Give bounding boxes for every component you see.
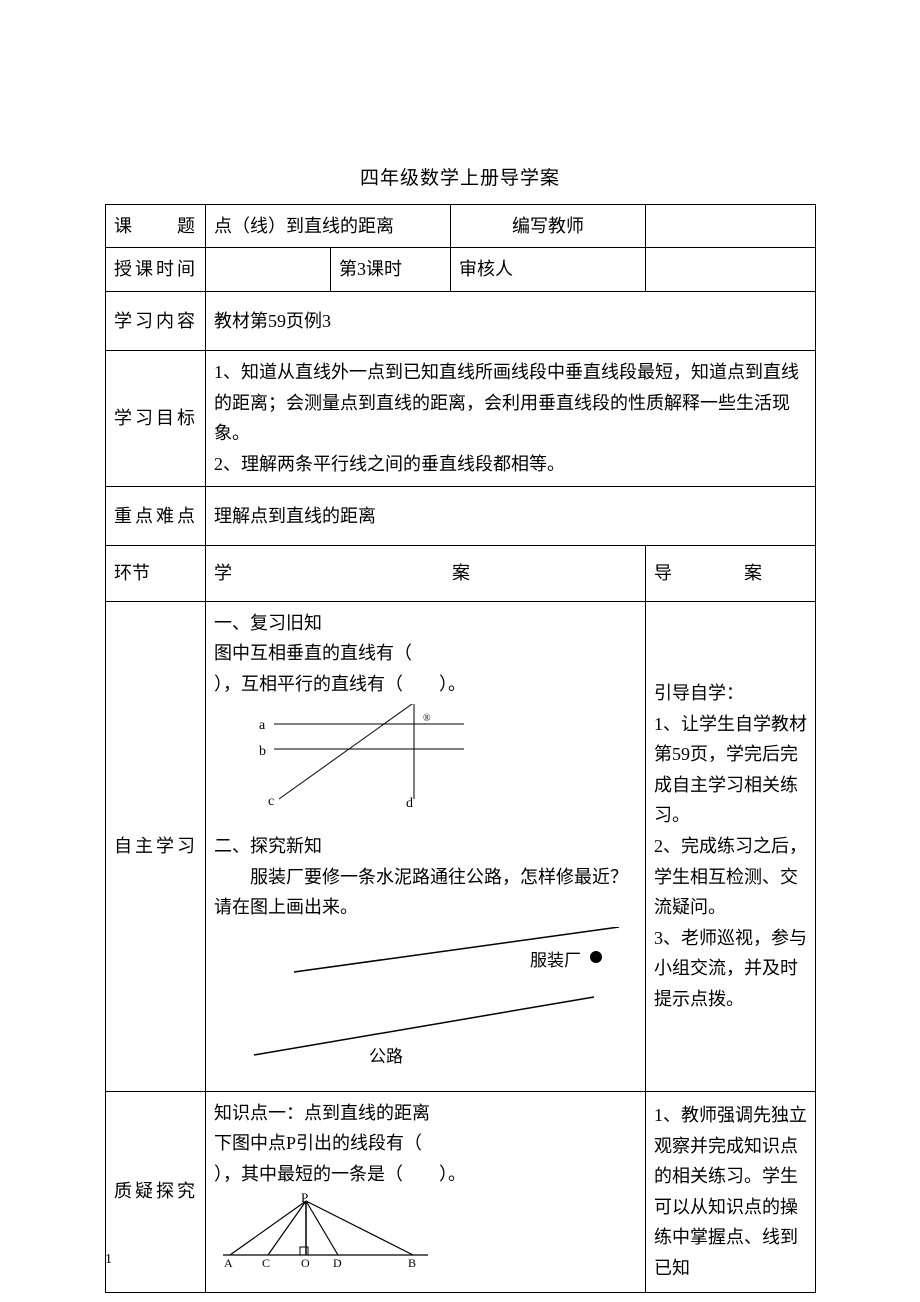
fig1-label-c: c [268, 790, 274, 814]
row5-content: 理解点到直线的距离 [206, 486, 816, 546]
table-row: 质疑探究 知识点一：点到直线的距离 下图中点P引出的线段有（ ），其中最短的一条… [106, 1091, 816, 1292]
figure-parallel-lines: a b c d ® [244, 704, 637, 824]
section-1-text-b: ），互相平行的直线有（ ）。 [214, 669, 637, 700]
knowledge-text-b: ），其中最短的一条是（ ）。 [214, 1159, 637, 1190]
row7-daoan: 引导自学： 1、让学生自学教材第59页，学完后完成自主学习相关练习。 2、完成练… [646, 601, 816, 1091]
fig1-label-d: d [406, 792, 413, 816]
fig1-dot: ® [423, 710, 431, 727]
table-row: 授课时间 第3课时 审核人 [106, 248, 816, 292]
fig3-A: A [224, 1253, 233, 1273]
knowledge-text-a: 下图中点P引出的线段有（ [214, 1128, 637, 1159]
row5-label: 重点难点 [106, 486, 206, 546]
figure-road: 服装厂 公路 [224, 927, 637, 1077]
doc-title: 四年级数学上册导学案 [105, 165, 815, 194]
row4-content: 1、知道从直线外一点到已知直线所画线段中垂直线段最短，知道点到直线的距离；会测量… [206, 351, 816, 486]
row8-label: 质疑探究 [106, 1091, 206, 1292]
figure1-svg [244, 704, 504, 814]
row2-reviewer-label: 审核人 [451, 248, 646, 292]
row6-col1: 环节 [106, 546, 206, 602]
fig3-C: C [262, 1253, 270, 1273]
section-1-text-a: 图中互相垂直的直线有（ [214, 638, 637, 669]
row2-reviewer-value [646, 248, 816, 292]
table-row: 重点难点 理解点到直线的距离 [106, 486, 816, 546]
lesson-plan-table: 课 题 点（线）到直线的距离 编写教师 授课时间 第3课时 审核人 学习内容 教… [105, 204, 816, 1293]
xuean-left: 学 [214, 563, 232, 583]
fig1-label-b: b [259, 740, 266, 764]
page-number: 1 [105, 1249, 112, 1270]
table-row: 课 题 点（线）到直线的距离 编写教师 [106, 204, 816, 248]
row6-col2: 学案 [206, 546, 646, 602]
fig3-B: B [408, 1253, 416, 1273]
fig2-factory-label: 服装厂 [530, 947, 581, 976]
table-row: 环节 学案 导案 [106, 546, 816, 602]
fig2-road-label: 公路 [369, 1043, 403, 1072]
figure3-svg [218, 1193, 438, 1268]
row3-label: 学习内容 [106, 291, 206, 351]
row1-author-value [646, 204, 816, 248]
row4-label: 学习目标 [106, 351, 206, 486]
row3-content: 教材第59页例3 [206, 291, 816, 351]
fig3-D: D [333, 1253, 342, 1273]
fig1-label-a: a [259, 714, 265, 738]
section-1-heading: 一、复习旧知 [214, 608, 637, 639]
row8-xuean: 知识点一：点到直线的距离 下图中点P引出的线段有（ ），其中最短的一条是（ ）。… [206, 1091, 646, 1292]
row2-date [206, 248, 331, 292]
table-row: 学习目标 1、知道从直线外一点到已知直线所画线段中垂直线段最短，知道点到直线的距… [106, 351, 816, 486]
figure2-svg [224, 927, 644, 1067]
daoan-left: 导 [654, 563, 672, 583]
section-2-heading: 二、探究新知 [214, 831, 637, 862]
row6-col3: 导案 [646, 546, 816, 602]
row1-label: 课 题 [106, 204, 206, 248]
fig3-P: P [301, 1187, 308, 1209]
row2-period: 第3课时 [331, 248, 451, 292]
row2-label: 授课时间 [106, 248, 206, 292]
table-row: 学习内容 教材第59页例3 [106, 291, 816, 351]
row1-author-label: 编写教师 [451, 204, 646, 248]
table-row: 自主学习 一、复习旧知 图中互相垂直的直线有（ ），互相平行的直线有（ ）。 a… [106, 601, 816, 1091]
figure-point-to-line: P A C O D B [218, 1193, 637, 1278]
row8-daoan: 1、教师强调先独立观察并完成知识点的相关练习。学生可以从知识点的操练中掌握点、线… [646, 1091, 816, 1292]
row7-xuean: 一、复习旧知 图中互相垂直的直线有（ ），互相平行的直线有（ ）。 a b c … [206, 601, 646, 1091]
page: 四年级数学上册导学案 课 题 点（线）到直线的距离 编写教师 授课时间 第3课时… [0, 0, 920, 1302]
row7-label: 自主学习 [106, 601, 206, 1091]
section-2-text: 服装厂要修一条水泥路通往公路，怎样修最近？请在图上画出来。 [214, 862, 637, 923]
fig3-O: O [301, 1253, 310, 1273]
knowledge-heading: 知识点一：点到直线的距离 [214, 1098, 637, 1129]
row1-topic: 点（线）到直线的距离 [206, 204, 451, 248]
daoan-right: 案 [744, 563, 762, 583]
xuean-right: 案 [452, 563, 470, 583]
